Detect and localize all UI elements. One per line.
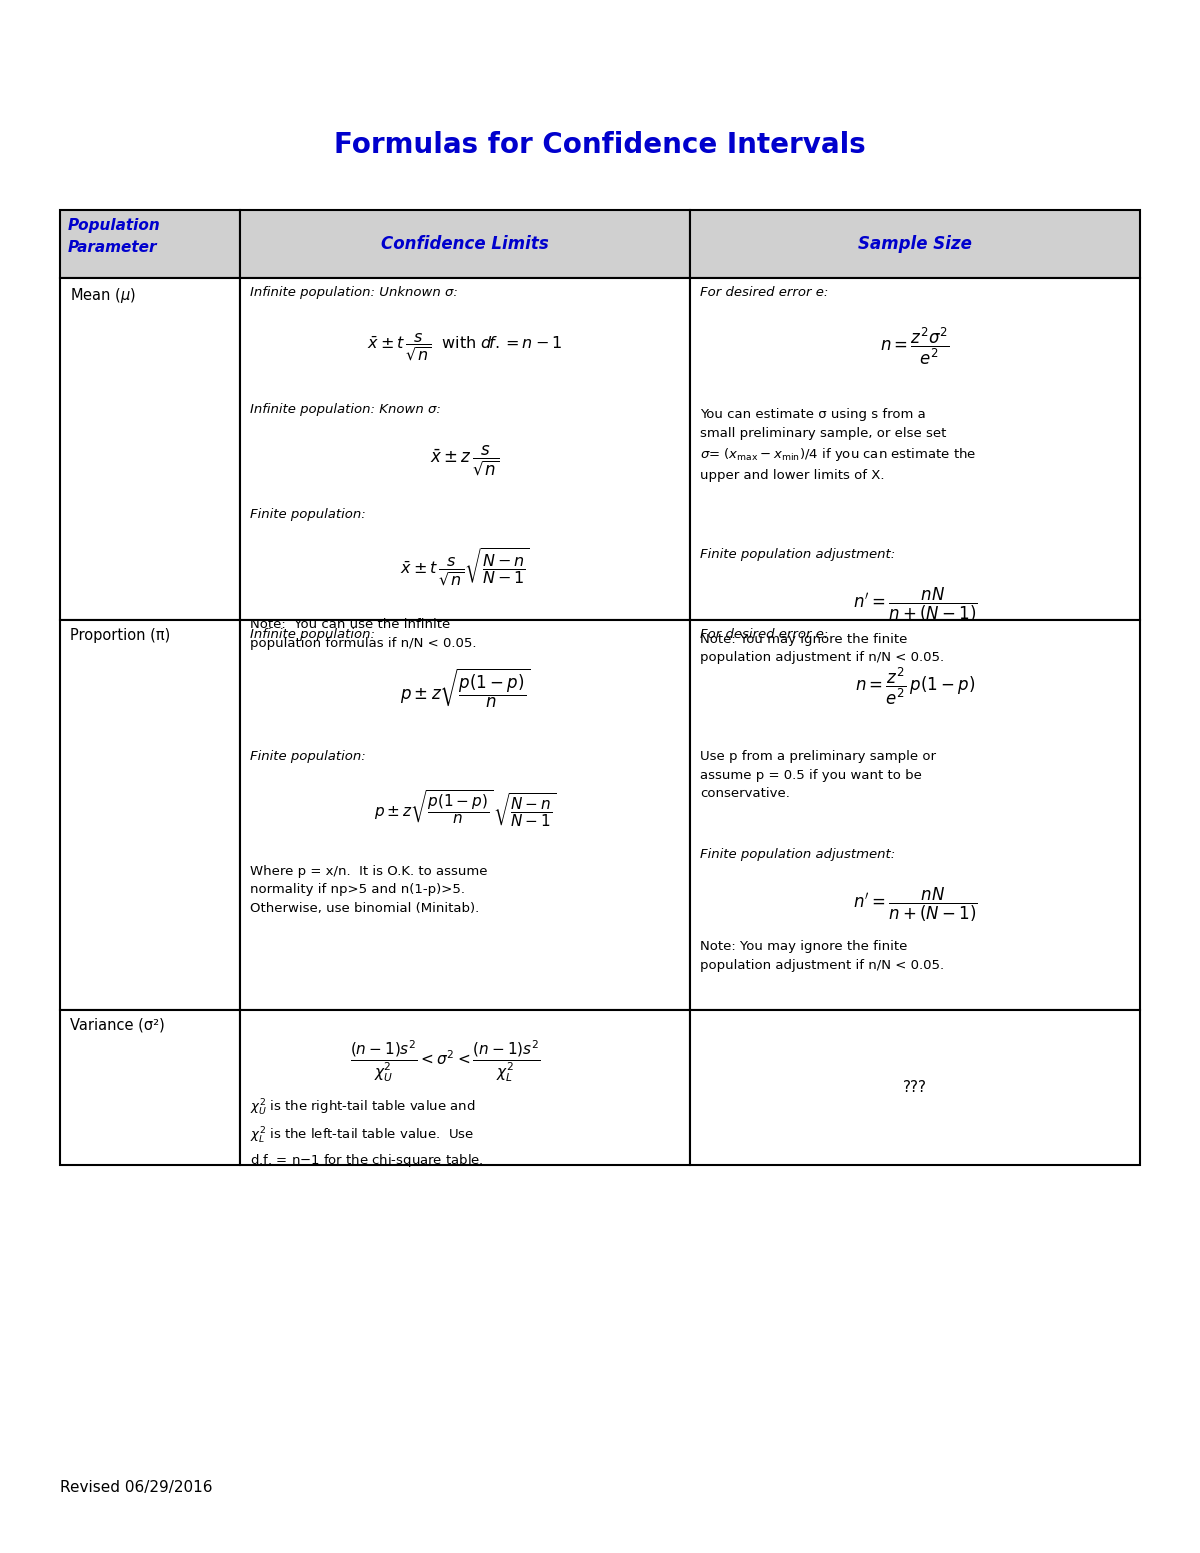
Text: Note:  You can use the infinite
population formulas if n/N < 0.05.: Note: You can use the infinite populatio… <box>250 618 476 651</box>
Bar <box>240 1009 690 1165</box>
Text: Use p from a preliminary sample or
assume p = 0.5 if you want to be
conservative: Use p from a preliminary sample or assum… <box>700 750 936 800</box>
Text: Finite population:: Finite population: <box>250 750 366 763</box>
Bar <box>240 620 690 1009</box>
Text: Proportion (π): Proportion (π) <box>70 627 170 643</box>
Text: Parameter: Parameter <box>68 241 157 255</box>
Text: Formulas for Confidence Intervals: Formulas for Confidence Intervals <box>334 130 866 158</box>
Bar <box>690 620 1140 1009</box>
Text: Variance (σ²): Variance (σ²) <box>70 1019 164 1033</box>
Text: Sample Size: Sample Size <box>858 235 972 253</box>
Text: Note: You may ignore the finite
population adjustment if n/N < 0.05.: Note: You may ignore the finite populati… <box>700 634 944 665</box>
Text: Infinite population:: Infinite population: <box>250 627 374 641</box>
Text: Confidence Limits: Confidence Limits <box>382 235 548 253</box>
Text: $n = \dfrac{z^2}{e^2}\,p(1-p)$: $n = \dfrac{z^2}{e^2}\,p(1-p)$ <box>854 666 976 708</box>
Text: Note: You may ignore the finite
population adjustment if n/N < 0.05.: Note: You may ignore the finite populati… <box>700 940 944 972</box>
Bar <box>690 1009 1140 1165</box>
Text: For desired error e:: For desired error e: <box>700 286 828 300</box>
Text: Finite population:: Finite population: <box>250 508 366 520</box>
Text: $n = \dfrac{z^2\sigma^2}{e^2}$: $n = \dfrac{z^2\sigma^2}{e^2}$ <box>880 326 950 368</box>
Text: Finite population adjustment:: Finite population adjustment: <box>700 548 895 561</box>
Bar <box>60 1009 240 1165</box>
Text: Revised 06/29/2016: Revised 06/29/2016 <box>60 1480 212 1496</box>
Text: Population: Population <box>68 217 161 233</box>
Text: $\bar{x} \pm t\,\dfrac{s}{\sqrt{n}}$  with $d\!f. = n-1$: $\bar{x} \pm t\,\dfrac{s}{\sqrt{n}}$ wit… <box>367 331 563 363</box>
Text: Where p = x/n.  It is O.K. to assume
normality if np>5 and n(1-p)>5.
Otherwise, : Where p = x/n. It is O.K. to assume norm… <box>250 865 487 915</box>
Text: Infinite population: Unknown σ:: Infinite population: Unknown σ: <box>250 286 458 300</box>
Text: $\bar{x} \pm t\,\dfrac{s}{\sqrt{n}}\sqrt{\dfrac{N-n}{N-1}}$: $\bar{x} \pm t\,\dfrac{s}{\sqrt{n}}\sqrt… <box>400 547 530 587</box>
Text: $p \pm z\sqrt{\dfrac{p(1-p)}{n}}\,\sqrt{\dfrac{N-n}{N-1}}$: $p \pm z\sqrt{\dfrac{p(1-p)}{n}}\,\sqrt{… <box>374 787 556 829</box>
Text: Mean ($\mu$): Mean ($\mu$) <box>70 286 136 304</box>
Text: $p \pm z\sqrt{\dfrac{p(1-p)}{n}}$: $p \pm z\sqrt{\dfrac{p(1-p)}{n}}$ <box>400 666 530 710</box>
Bar <box>60 620 240 1009</box>
Text: $n' = \dfrac{nN}{n+(N-1)}$: $n' = \dfrac{nN}{n+(N-1)}$ <box>852 887 978 924</box>
Bar <box>240 210 690 278</box>
Text: $n' = \dfrac{nN}{n+(N-1)}$: $n' = \dfrac{nN}{n+(N-1)}$ <box>852 585 978 624</box>
Text: $\dfrac{(n-1)s^2}{\chi^2_U} < \sigma^2 < \dfrac{(n-1)s^2}{\chi^2_L}$: $\dfrac{(n-1)s^2}{\chi^2_U} < \sigma^2 <… <box>349 1037 540 1084</box>
Bar <box>60 210 240 278</box>
Bar <box>60 278 240 620</box>
Bar <box>690 278 1140 620</box>
Bar <box>690 210 1140 278</box>
Text: Finite population adjustment:: Finite population adjustment: <box>700 848 895 860</box>
Text: You can estimate σ using s from a
small preliminary sample, or else set
$\sigma$: You can estimate σ using s from a small … <box>700 408 977 481</box>
Text: ???: ??? <box>904 1079 928 1095</box>
Text: For desired error e:: For desired error e: <box>700 627 828 641</box>
Bar <box>240 278 690 620</box>
Text: $\chi^2_U$ is the right-tail table value and
$\chi^2_L$ is the left-tail table v: $\chi^2_U$ is the right-tail table value… <box>250 1098 484 1169</box>
Text: Infinite population: Known σ:: Infinite population: Known σ: <box>250 402 440 416</box>
Text: $\bar{x} \pm z\,\dfrac{s}{\sqrt{n}}$: $\bar{x} \pm z\,\dfrac{s}{\sqrt{n}}$ <box>431 443 499 477</box>
